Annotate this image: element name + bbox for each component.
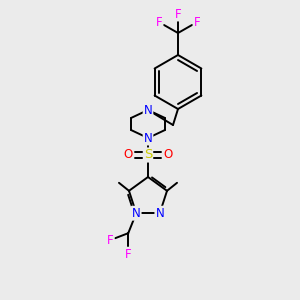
Text: F: F xyxy=(125,248,132,261)
Text: O: O xyxy=(123,148,133,161)
Text: N: N xyxy=(132,207,141,220)
Text: N: N xyxy=(144,131,152,145)
Text: S: S xyxy=(144,148,152,161)
Text: O: O xyxy=(164,148,172,161)
Text: N: N xyxy=(144,103,152,116)
Text: F: F xyxy=(175,8,181,20)
Text: N: N xyxy=(155,207,164,220)
Text: F: F xyxy=(107,234,114,247)
Text: F: F xyxy=(156,16,162,28)
Text: F: F xyxy=(194,16,200,28)
